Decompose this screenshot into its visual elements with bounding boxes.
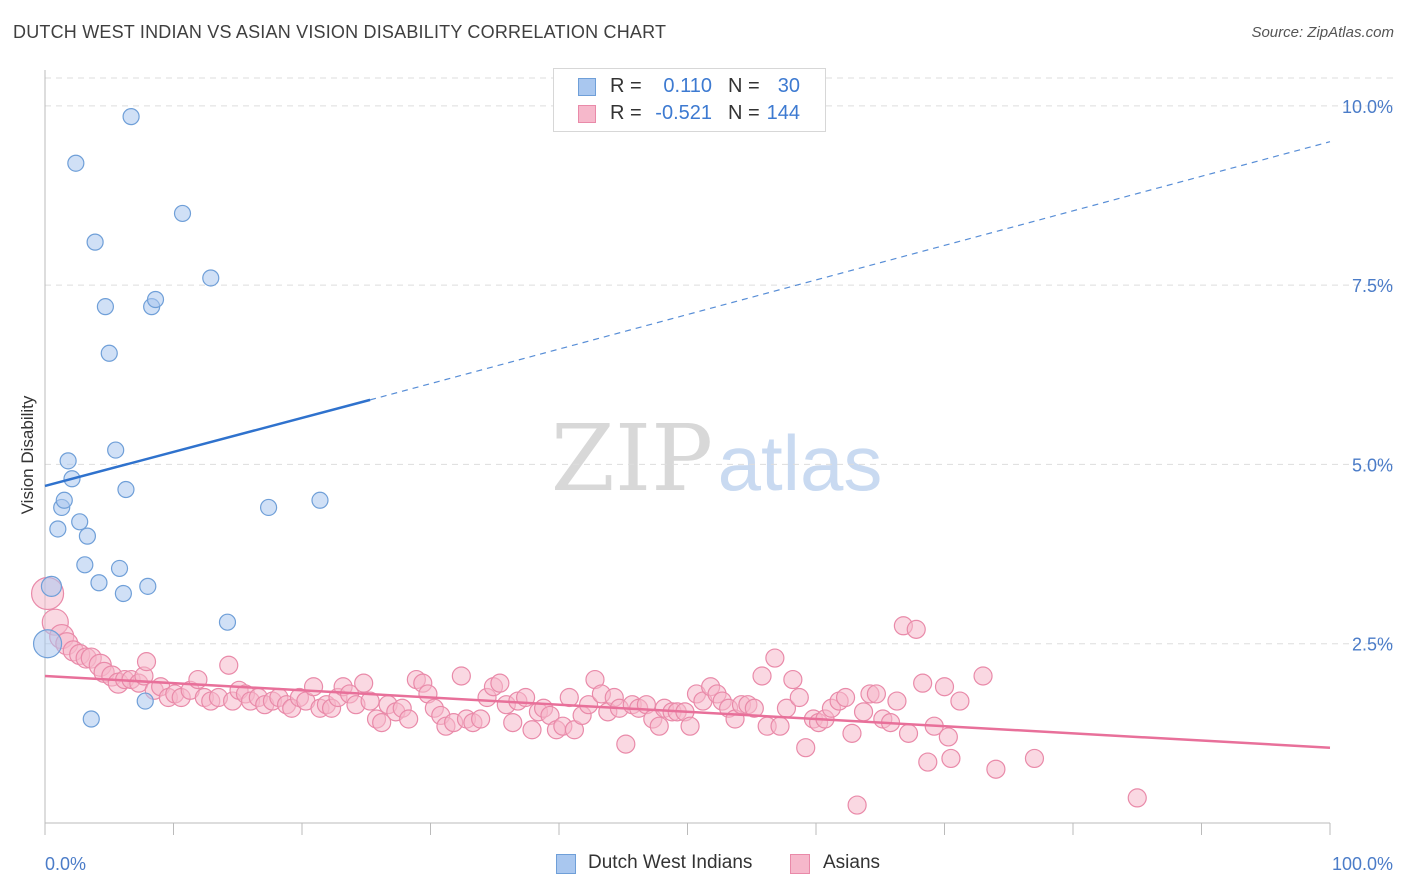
legend-r-value: 0.110 [663,75,712,97]
asian-point [219,655,239,675]
asian-point [559,687,579,708]
asian-point [783,669,803,690]
dutch-point [173,204,192,223]
dutch-point [78,527,97,545]
asian-point [1024,748,1045,769]
dutch-point [96,298,114,316]
asian-point [913,673,933,693]
dutch-point [55,491,73,509]
asian-point [303,677,324,697]
dutch-point [259,498,278,517]
asian-point [522,720,542,740]
asian-point [866,684,886,704]
dutch-point [59,452,77,470]
asian-point [938,727,958,747]
legend-r-label: R = [610,102,642,124]
x-tick-label: 100.0% [1332,854,1393,874]
legend-swatch-dutch [578,78,596,96]
dutch-point [122,108,140,126]
asian-point [649,716,669,736]
legend-r-value: -0.521 [655,102,712,124]
asian-point [744,698,764,718]
asian-point [490,673,510,693]
asian-point [789,687,809,708]
y-tick-label: 10.0% [1342,97,1393,117]
asian-point [1127,788,1147,808]
asian-point [898,723,919,743]
dutch-point [114,584,132,603]
dutch-trend-extension [369,141,1331,401]
asian-point [796,738,816,758]
asian-trend-line [44,674,1331,749]
asian-point [973,666,993,686]
asian-point [471,709,491,729]
dutch-point [117,480,135,499]
bottom-swatch-dutch [556,854,576,874]
y-tick-label: 5.0% [1352,455,1393,475]
legend-n-label: N = [728,75,760,97]
legend-r-label: R = [610,75,642,97]
watermark-atlas: atlas [718,419,883,507]
chart-title: DUTCH WEST INDIAN VS ASIAN VISION DISABI… [13,22,667,42]
dutch-point [110,559,129,578]
asian-point [934,677,955,697]
asian-point [360,691,380,711]
dutch-point [100,344,118,362]
legend-swatch-asian [578,105,596,123]
asian-point [853,702,874,722]
asian-point [941,748,961,769]
asian-point [887,691,907,711]
asian-point [918,752,938,772]
asian-point [765,648,785,668]
y-tick-label: 2.5% [1352,635,1393,655]
dutch-point [40,575,63,597]
asian-point [906,619,926,639]
asian-point [847,795,867,815]
asian-point [136,652,157,672]
dutch-point [49,520,67,538]
correlation-legend: R = 0.110 N = 30 R = -0.521 N = 144 [553,68,826,132]
bottom-legend-label: Asians [823,852,881,873]
dutch-point [76,556,94,574]
y-tick-label: 7.5% [1352,276,1393,296]
x-tick-label: 0.0% [45,854,86,874]
legend-n-label: N = [728,102,760,124]
dutch-point [82,710,100,728]
asian-point [451,666,471,686]
dutch-point [107,441,125,459]
bottom-legend-label: Dutch West Indians [588,852,753,873]
dutch-point [136,692,154,710]
dutch-point [218,613,237,631]
asian-point [835,687,856,708]
legend-n-value: 30 [777,75,800,97]
asian-point [842,723,862,743]
dutch-point [71,513,89,531]
asian-point [503,712,523,733]
dutch-point [67,154,85,172]
dutch-point [146,290,165,309]
asian-point [752,666,772,686]
asian-point [354,673,374,693]
bottom-swatch-asian [790,854,810,874]
legend-n-value: 144 [766,102,800,124]
asian-point [372,712,392,733]
dutch-point [139,577,157,595]
dutch-point [90,574,108,592]
asian-point [680,716,700,736]
legend-row-asian: R = -0.521 N = 144 [554,102,825,128]
asian-point [616,734,636,754]
dutch-point [202,269,220,287]
dutch-point [311,491,329,509]
dutch-trend-line [44,398,371,488]
asian-point [770,716,790,736]
watermark-zip: ZIP [551,405,713,512]
legend-row-dutch: R = 0.110 N = 30 [554,75,825,101]
dutch-point [32,629,63,659]
asian-point [950,691,970,711]
asian-point [399,709,419,729]
dutch-point [86,233,104,251]
asian-point [986,759,1006,779]
source-label: Source: ZipAtlas.com [1251,24,1394,41]
